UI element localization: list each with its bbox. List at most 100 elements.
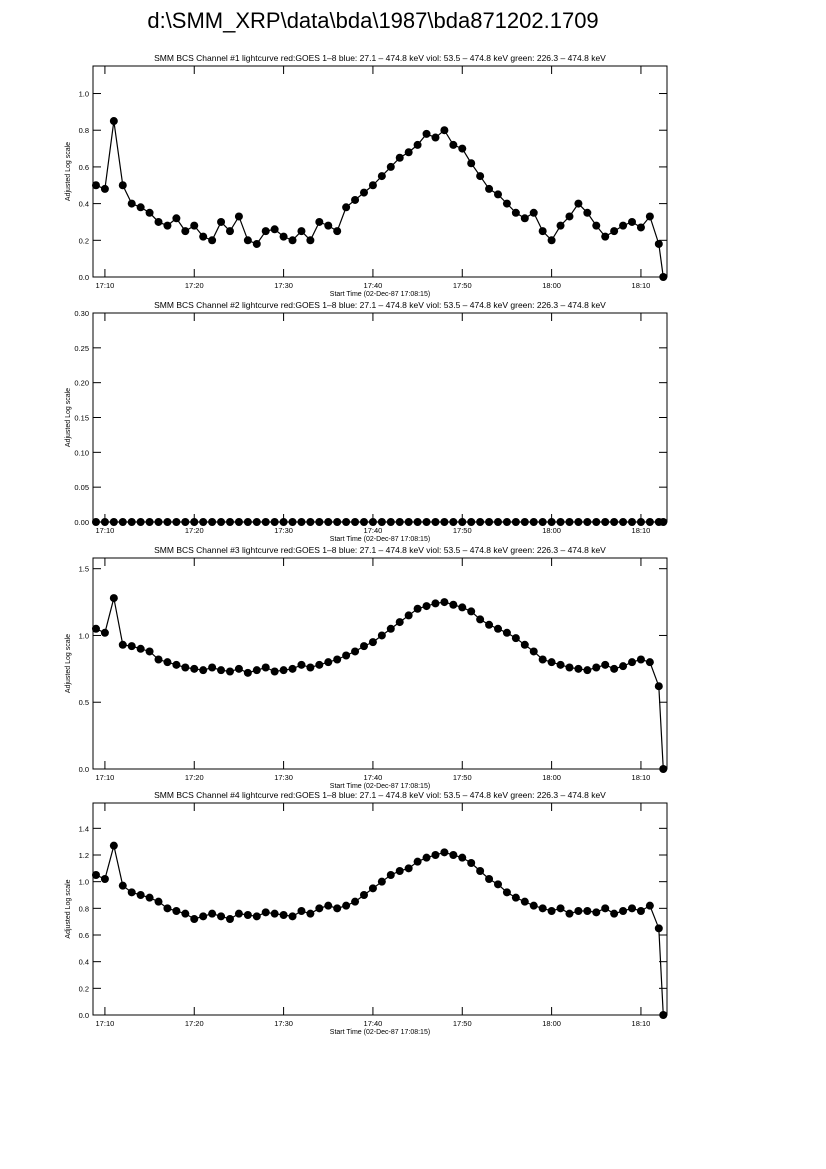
data-point — [547, 907, 556, 915]
data-point — [659, 273, 668, 281]
data-line — [95, 597, 664, 770]
data-point — [288, 912, 297, 921]
data-point — [431, 133, 440, 142]
data-point — [565, 212, 574, 221]
y-axis-label: Adjusted Log scale — [65, 634, 72, 693]
data-point — [458, 144, 467, 153]
data-point — [351, 647, 360, 656]
data-point — [324, 658, 333, 667]
data-point — [645, 212, 654, 221]
data-point — [520, 640, 529, 649]
data-point — [190, 664, 199, 673]
data-point — [100, 518, 109, 526]
data-point — [208, 909, 217, 918]
data-point — [91, 518, 100, 526]
data-point — [449, 140, 458, 149]
data-point — [172, 214, 181, 223]
data-point — [592, 663, 601, 672]
y-axis-label: Adjusted Log scale — [65, 879, 72, 938]
data-point — [440, 598, 449, 607]
data-point — [659, 765, 668, 773]
data-point — [359, 518, 368, 526]
data-point — [520, 518, 529, 526]
data-point — [395, 618, 404, 627]
data-point — [234, 664, 243, 673]
data-point — [386, 518, 395, 526]
plot-frame — [92, 312, 668, 523]
x-tick-label: 17:20 — [185, 1019, 204, 1028]
x-tick-label: 17:50 — [453, 526, 472, 535]
data-point — [422, 602, 431, 611]
panel: SMM BCS Channel #2 lightcurve red:GOES 1… — [65, 300, 668, 543]
data-point — [225, 915, 234, 923]
data-point — [574, 664, 583, 673]
data-point — [199, 232, 208, 241]
x-axis-label: Start Time (02-Dec-87 17:08:15) — [330, 536, 430, 543]
data-point — [574, 907, 583, 915]
data-point — [109, 594, 118, 603]
y-tick-label: 0.8 — [79, 126, 89, 135]
data-point — [333, 904, 342, 913]
data-point — [431, 599, 440, 608]
y-tick-label: 0.10 — [74, 448, 89, 457]
data-point — [610, 909, 619, 918]
data-point — [243, 236, 252, 245]
data-point — [172, 907, 181, 915]
data-point — [458, 853, 467, 862]
data-point — [547, 518, 556, 526]
data-point — [458, 518, 467, 526]
data-point — [645, 901, 654, 910]
data-point — [306, 236, 315, 245]
data-point — [601, 232, 610, 241]
data-point — [636, 655, 645, 664]
y-axis-label: Adjusted Log scale — [65, 388, 72, 447]
x-tick-label: 17:50 — [453, 773, 472, 782]
data-point — [565, 909, 574, 918]
data-point — [252, 666, 261, 675]
data-point — [386, 871, 395, 879]
y-tick-label: 0.15 — [74, 414, 89, 423]
data-point — [270, 909, 279, 918]
data-point — [127, 888, 136, 897]
y-tick-label: 1.0 — [79, 878, 89, 887]
data-point — [547, 236, 556, 245]
data-point — [440, 126, 449, 135]
data-point — [628, 217, 637, 226]
data-point — [190, 518, 199, 526]
data-point — [252, 912, 261, 921]
data-point — [351, 897, 360, 906]
y-tick-label: 0.2 — [79, 236, 89, 245]
data-point — [145, 893, 154, 902]
data-point — [118, 640, 127, 649]
data-point — [511, 518, 520, 526]
data-point — [628, 904, 637, 913]
x-tick-label: 17:40 — [364, 773, 383, 782]
data-point — [145, 518, 154, 526]
data-point — [333, 227, 342, 236]
y-tick-label: 0.6 — [79, 931, 89, 940]
data-point — [520, 897, 529, 906]
data-point — [100, 628, 109, 637]
x-tick-label: 18:00 — [542, 773, 561, 782]
data-point — [279, 232, 288, 241]
y-tick-label: 0.5 — [79, 698, 89, 707]
x-tick-label: 18:00 — [542, 1019, 561, 1028]
y-tick-label: 1.4 — [79, 824, 89, 833]
data-point — [601, 904, 610, 913]
data-point — [136, 891, 145, 899]
data-point — [601, 518, 610, 526]
data-point — [208, 236, 217, 245]
data-point — [494, 880, 503, 889]
data-point — [243, 668, 252, 677]
data-point — [645, 518, 654, 526]
data-point — [208, 518, 217, 526]
x-tick-label: 18:10 — [632, 773, 651, 782]
plot-frame — [92, 65, 668, 278]
data-point — [324, 518, 333, 526]
data-point — [368, 638, 377, 647]
y-tick-label: 1.2 — [79, 851, 89, 860]
data-point — [502, 888, 511, 897]
data-point — [556, 221, 565, 230]
data-point — [118, 881, 127, 890]
data-point — [181, 909, 190, 918]
